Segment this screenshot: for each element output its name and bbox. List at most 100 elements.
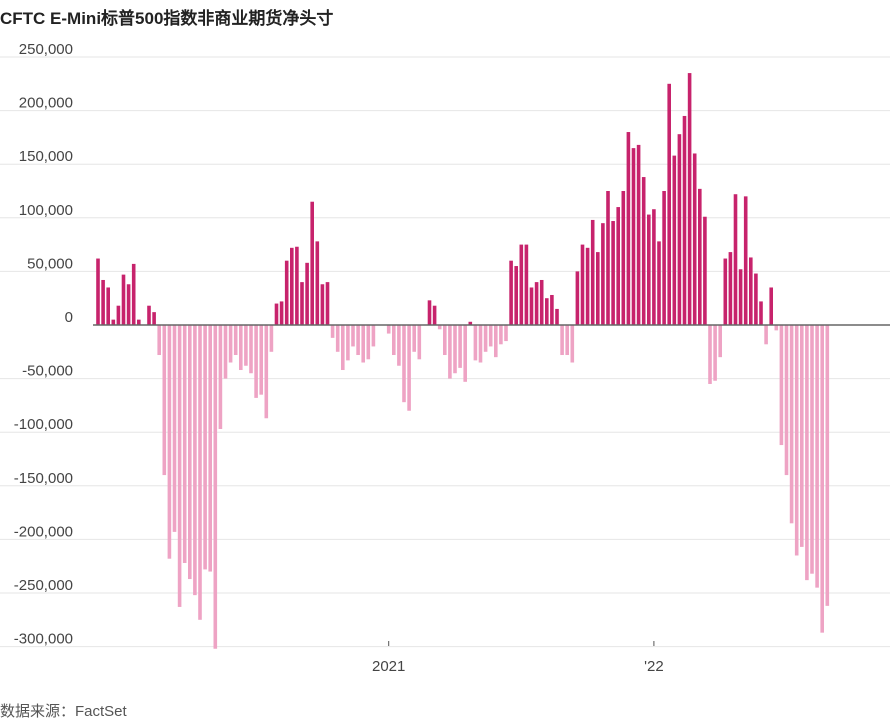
- bar: [488, 325, 493, 347]
- bar: [580, 244, 585, 325]
- bar: [162, 325, 167, 476]
- bar: [193, 325, 197, 596]
- bar: [346, 325, 350, 361]
- bar: [590, 219, 595, 325]
- bar: [636, 144, 641, 325]
- bar: [468, 321, 473, 325]
- bar: [570, 325, 575, 363]
- bar: [432, 305, 437, 325]
- source-note: 数据来源：FactSet: [0, 703, 127, 720]
- bar: [402, 325, 406, 403]
- bar: [233, 325, 238, 356]
- bar: [473, 325, 478, 361]
- bar: [239, 325, 243, 371]
- bar: [779, 325, 784, 446]
- bar: [126, 284, 131, 325]
- bar: [800, 325, 804, 547]
- bar: [626, 132, 631, 325]
- bar: [687, 73, 692, 325]
- bar: [300, 282, 304, 325]
- y-tick-label: -50,000: [22, 363, 73, 380]
- bar: [708, 325, 712, 384]
- bar: [789, 325, 794, 524]
- bar: [749, 257, 753, 325]
- bar: [621, 191, 626, 325]
- bar: [631, 148, 636, 325]
- bar: [177, 325, 182, 607]
- y-tick-label: -250,000: [14, 577, 73, 594]
- y-axis-labels: 250,000 200,000 150,000 100,000 50,000 0 -50,0…: [14, 41, 73, 648]
- bar: [188, 325, 192, 580]
- bar: [427, 300, 432, 325]
- bar: [330, 325, 335, 338]
- bar: [208, 325, 212, 572]
- bar: [539, 279, 544, 325]
- bar: [529, 287, 534, 325]
- bar: [483, 325, 488, 352]
- bar: [759, 301, 763, 325]
- bar: [519, 244, 524, 325]
- bar: [611, 221, 615, 325]
- bar: [228, 325, 233, 363]
- bar: [698, 188, 702, 325]
- bar: [805, 325, 809, 581]
- bar: [111, 319, 116, 325]
- bar: [575, 271, 580, 325]
- y-tick-label: -150,000: [14, 470, 73, 487]
- bar: [182, 325, 187, 563]
- bar: [652, 209, 656, 325]
- bar: [448, 325, 452, 379]
- bar: [259, 325, 263, 395]
- bar: [672, 155, 677, 325]
- bar: [784, 325, 789, 476]
- bar: [121, 274, 126, 325]
- bar: [341, 325, 345, 371]
- y-tick-label: 0: [65, 309, 73, 326]
- bar: [703, 216, 707, 325]
- x-axis-ticks: 2021 '22: [372, 641, 664, 675]
- y-tick-label: -300,000: [14, 631, 73, 648]
- bar: [565, 325, 569, 356]
- bar: [723, 258, 728, 325]
- bar: [601, 223, 605, 325]
- bar: [203, 325, 207, 570]
- bar: [794, 325, 799, 556]
- bar: [437, 325, 442, 330]
- bar: [244, 325, 248, 366]
- bar: [198, 325, 202, 620]
- bars: [96, 73, 830, 649]
- bar: [606, 191, 610, 325]
- bar: [310, 201, 314, 325]
- bar: [810, 325, 814, 574]
- bar: [157, 325, 161, 356]
- y-tick-label: 150,000: [19, 148, 73, 165]
- bar: [295, 246, 299, 325]
- bar: [315, 241, 320, 325]
- bar: [764, 325, 768, 345]
- bar: [677, 134, 682, 325]
- y-tick-label: 250,000: [19, 41, 73, 58]
- bar: [284, 260, 289, 325]
- bar: [137, 319, 141, 325]
- bar: [458, 325, 462, 368]
- bar: [254, 325, 258, 398]
- bar: [657, 241, 661, 325]
- bar: [335, 325, 340, 352]
- bar: [545, 298, 549, 325]
- bar: [463, 325, 467, 382]
- bar: [305, 262, 309, 325]
- bar: [815, 325, 819, 588]
- bar: [223, 325, 228, 379]
- bar: [662, 191, 666, 325]
- bar: [820, 325, 824, 633]
- x-tick-label: 2021: [372, 658, 405, 675]
- bar: [147, 305, 151, 325]
- x-tick-label: '22: [644, 658, 664, 675]
- bar: [738, 269, 743, 325]
- bar: [397, 325, 401, 366]
- bar: [825, 325, 830, 606]
- bar: [453, 325, 457, 374]
- bar: [172, 325, 177, 532]
- gridlines: [0, 56, 890, 648]
- bar: [249, 325, 253, 374]
